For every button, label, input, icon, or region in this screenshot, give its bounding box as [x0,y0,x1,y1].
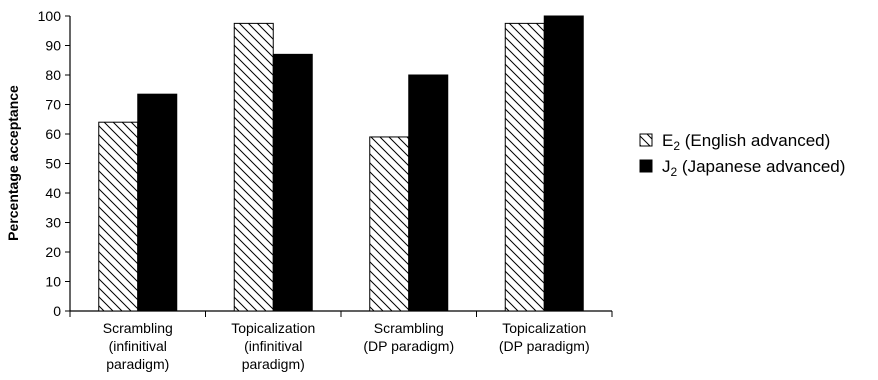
bar-e2-1 [98,121,139,312]
x-category-label: (DP paradigm) [499,338,590,354]
y-tick-label: 20 [45,244,61,260]
bars [98,15,584,312]
legend-swatch-e2 [639,133,653,147]
y-tick-label: 80 [45,67,61,83]
x-category-label: Scrambling [374,320,444,336]
y-tick-label: 40 [45,185,61,201]
x-category-label: Topicalization [502,320,586,336]
bar-j2-4 [543,15,584,312]
x-tick-labels: Scrambling (infinitival paradigm) Topicaliz… [103,320,590,372]
y-tick-label: 70 [45,97,61,113]
x-category-label: (infinitival [244,338,302,354]
legend-label-e2: E2 (English advanced) [662,131,830,153]
x-category-label: (infinitival [109,338,167,354]
bar-e2-2 [233,22,274,312]
y-tick-label: 10 [45,274,61,290]
x-category-label: Scrambling [103,320,173,336]
y-tick-label: 0 [53,303,61,319]
y-tick-label: 50 [45,156,61,172]
y-axis-title: Percentage acceptance [5,85,21,241]
bar-e2-3 [369,136,410,312]
bar-j2-1 [137,93,178,312]
x-category-label: paradigm) [106,356,169,372]
x-category-label: (DP paradigm) [363,338,454,354]
y-tick-label: 100 [38,8,62,24]
bar-j2-2 [272,53,313,312]
y-tick-label: 60 [45,126,61,142]
bar-j2-3 [408,74,449,312]
legend-label-j2: J2 (Japanese advanced) [662,157,845,179]
y-tick-label: 90 [45,38,61,54]
bar-e2-4 [504,22,545,312]
x-category-label: Topicalization [231,320,315,336]
axes: 0 10 20 30 40 50 60 70 80 90 100 [38,8,613,319]
legend-swatch-j2 [639,159,653,173]
legend: E2 (English advanced) J2 (Japanese advanc… [639,131,845,179]
x-category-label: paradigm) [242,356,305,372]
y-tick-label: 30 [45,215,61,231]
